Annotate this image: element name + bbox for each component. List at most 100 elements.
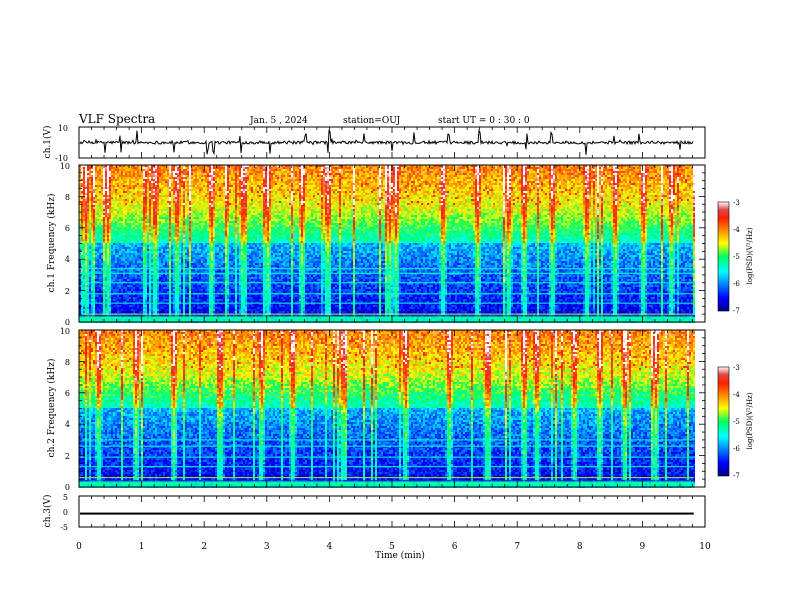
spectrogram-cell: [129, 245, 131, 247]
spectrogram-cell: [141, 259, 143, 261]
spectrogram-cell: [127, 187, 129, 189]
spectrogram-cell: [99, 219, 101, 221]
spectrogram-cell: [161, 275, 163, 277]
spectrogram-cell: [121, 205, 123, 207]
spectrogram-cell: [145, 203, 147, 205]
spectrogram-cell: [121, 265, 123, 267]
spectrogram-cell: [119, 243, 121, 245]
spectrogram-cell: [99, 251, 101, 253]
spectrogram-cell: [171, 173, 173, 175]
spectrogram-cell: [145, 239, 147, 241]
spectrogram-cell: [89, 225, 91, 227]
spectrogram-cell: [119, 171, 121, 173]
spectrogram-cell: [93, 241, 95, 243]
spectrogram-cell: [143, 225, 145, 227]
spectrogram-cell: [171, 219, 173, 221]
spectrogram-cell: [129, 311, 131, 313]
spectrogram-cell: [125, 171, 127, 173]
spectrogram-cell: [121, 305, 123, 307]
spectrogram-cell: [117, 195, 119, 197]
spectrogram-cell: [97, 247, 99, 249]
spectrogram-cell: [145, 219, 147, 221]
figure-title: VLF Spectra: [78, 112, 155, 126]
spectrogram-cell: [149, 221, 151, 223]
spectrogram-cell: [131, 167, 133, 169]
spectrogram-cell: [87, 199, 89, 201]
spectrogram-cell: [171, 261, 173, 263]
spectrogram-cell: [155, 295, 157, 297]
spectrogram-cell: [165, 195, 167, 197]
spectrogram-cell: [151, 291, 153, 293]
spectrogram-cell: [119, 265, 121, 267]
spectrogram-cell: [157, 309, 159, 311]
spectrogram-cell: [163, 215, 165, 217]
spectrogram-cell: [143, 309, 145, 311]
spectrogram-cell: [131, 173, 133, 175]
spectrogram-cell: [105, 285, 107, 287]
spectrogram-cell: [133, 167, 135, 169]
spectrogram-cell: [139, 237, 141, 239]
spectrogram-cell: [141, 241, 143, 243]
spectrogram-cell: [159, 193, 161, 195]
spectrogram-cell: [109, 229, 111, 231]
spectrogram-cell: [145, 207, 147, 209]
spectrogram-cell: [169, 195, 171, 197]
spectrogram-cell: [139, 227, 141, 229]
spectrogram-cell: [145, 213, 147, 215]
spectrogram-cell: [161, 291, 163, 293]
spectrogram-cell: [147, 309, 149, 311]
spectrogram-cell: [159, 169, 161, 171]
spectrogram-cell: [109, 223, 111, 225]
spectrogram-cell: [137, 205, 139, 207]
spectrogram-cell: [155, 177, 157, 179]
spectrogram-cell: [81, 213, 83, 215]
spectrogram-cell: [99, 211, 101, 213]
spectrogram-cell: [135, 167, 137, 169]
spectrogram-cell: [151, 201, 153, 203]
spectrogram-cell: [109, 277, 111, 279]
spectrogram-cell: [81, 249, 83, 251]
spectrogram-cell: [93, 209, 95, 211]
spectrogram-cell: [115, 261, 117, 263]
spectrogram-cell: [123, 229, 125, 231]
spectrogram-cell: [169, 297, 171, 299]
spectrogram-cell: [95, 209, 97, 211]
spectrogram-cell: [141, 197, 143, 199]
spectrogram-cell: [159, 285, 161, 287]
spectrogram-cell: [91, 193, 93, 195]
spectrogram-cell: [127, 195, 129, 197]
spectrogram-cell: [113, 221, 115, 223]
spectrogram-cell: [169, 277, 171, 279]
spectrogram-cell: [123, 249, 125, 251]
spectrogram-cell: [87, 225, 89, 227]
spectrogram-cell: [143, 195, 145, 197]
spectrogram-cell: [91, 311, 93, 313]
spectrogram-cell: [105, 249, 107, 251]
spectrogram-cell: [151, 263, 153, 265]
spectrogram-cell: [117, 263, 119, 265]
spectrogram-cell: [85, 307, 87, 309]
spectrogram-cell: [101, 233, 103, 235]
spectrogram-cell: [159, 305, 161, 307]
spectrogram-cell: [131, 197, 133, 199]
spectrogram-cell: [119, 213, 121, 215]
spectrogram-cell: [125, 195, 127, 197]
spectrogram-cell: [155, 223, 157, 225]
spectrogram-cell: [153, 179, 155, 181]
spectrogram-cell: [155, 209, 157, 211]
spectrogram-cell: [99, 191, 101, 193]
spectrogram-cell: [163, 279, 165, 281]
spectrogram-cell: [133, 263, 135, 265]
spectrogram-cell: [167, 213, 169, 215]
spectrogram-cell: [85, 221, 87, 223]
spectrogram-cell: [107, 241, 109, 243]
spectrogram-cell: [135, 235, 137, 237]
spectrogram-cell: [105, 205, 107, 207]
spectrogram-cell: [97, 215, 99, 217]
spectrogram-cell: [97, 201, 99, 203]
spectrogram-cell: [155, 181, 157, 183]
spectrogram-cell: [83, 241, 85, 243]
spectrogram-cell: [149, 195, 151, 197]
spectrogram-cell: [97, 255, 99, 257]
spectrogram-cell: [123, 181, 125, 183]
